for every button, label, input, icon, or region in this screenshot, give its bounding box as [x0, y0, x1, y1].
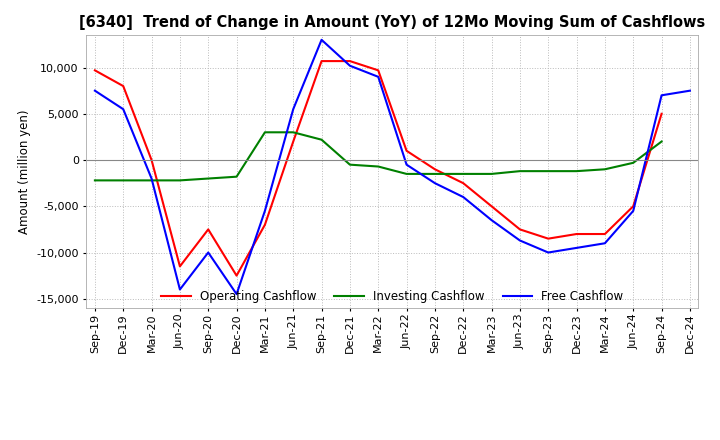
Free Cashflow	[657, 93, 666, 98]
Free Cashflow	[148, 176, 156, 181]
Investing Cashflow	[289, 130, 297, 135]
Investing Cashflow	[318, 137, 326, 142]
Free Cashflow	[91, 88, 99, 93]
Free Cashflow	[629, 208, 637, 213]
Operating Cashflow	[91, 68, 99, 73]
Y-axis label: Amount (million yen): Amount (million yen)	[18, 110, 31, 234]
Free Cashflow	[600, 241, 609, 246]
Free Cashflow	[346, 63, 354, 68]
Line: Investing Cashflow: Investing Cashflow	[95, 132, 662, 180]
Investing Cashflow	[459, 171, 467, 176]
Free Cashflow	[119, 106, 127, 112]
Free Cashflow	[204, 250, 212, 255]
Operating Cashflow	[318, 59, 326, 64]
Investing Cashflow	[346, 162, 354, 167]
Investing Cashflow	[374, 164, 382, 169]
Free Cashflow	[289, 106, 297, 112]
Line: Operating Cashflow: Operating Cashflow	[95, 61, 662, 275]
Operating Cashflow	[148, 158, 156, 163]
Operating Cashflow	[431, 167, 439, 172]
Free Cashflow	[544, 250, 552, 255]
Free Cashflow	[431, 180, 439, 186]
Investing Cashflow	[657, 139, 666, 144]
Investing Cashflow	[261, 130, 269, 135]
Investing Cashflow	[629, 160, 637, 165]
Operating Cashflow	[572, 231, 581, 237]
Investing Cashflow	[572, 169, 581, 174]
Operating Cashflow	[402, 148, 411, 154]
Free Cashflow	[233, 291, 241, 297]
Free Cashflow	[685, 88, 694, 93]
Investing Cashflow	[119, 178, 127, 183]
Operating Cashflow	[289, 139, 297, 144]
Operating Cashflow	[346, 59, 354, 64]
Investing Cashflow	[516, 169, 524, 174]
Operating Cashflow	[176, 264, 184, 269]
Investing Cashflow	[148, 178, 156, 183]
Operating Cashflow	[261, 222, 269, 227]
Operating Cashflow	[516, 227, 524, 232]
Legend: Operating Cashflow, Investing Cashflow, Free Cashflow: Operating Cashflow, Investing Cashflow, …	[156, 285, 629, 308]
Free Cashflow	[516, 238, 524, 243]
Operating Cashflow	[600, 231, 609, 237]
Operating Cashflow	[487, 204, 496, 209]
Operating Cashflow	[204, 227, 212, 232]
Operating Cashflow	[459, 180, 467, 186]
Operating Cashflow	[233, 273, 241, 278]
Free Cashflow	[487, 217, 496, 223]
Free Cashflow	[402, 162, 411, 167]
Investing Cashflow	[600, 167, 609, 172]
Title: [6340]  Trend of Change in Amount (YoY) of 12Mo Moving Sum of Cashflows: [6340] Trend of Change in Amount (YoY) o…	[79, 15, 706, 30]
Operating Cashflow	[544, 236, 552, 241]
Free Cashflow	[261, 208, 269, 213]
Investing Cashflow	[544, 169, 552, 174]
Investing Cashflow	[204, 176, 212, 181]
Investing Cashflow	[233, 174, 241, 180]
Free Cashflow	[318, 37, 326, 43]
Free Cashflow	[374, 74, 382, 80]
Investing Cashflow	[176, 178, 184, 183]
Free Cashflow	[176, 287, 184, 292]
Operating Cashflow	[657, 111, 666, 117]
Investing Cashflow	[431, 171, 439, 176]
Free Cashflow	[572, 245, 581, 250]
Investing Cashflow	[402, 171, 411, 176]
Line: Free Cashflow: Free Cashflow	[95, 40, 690, 294]
Investing Cashflow	[91, 178, 99, 183]
Free Cashflow	[459, 194, 467, 200]
Investing Cashflow	[487, 171, 496, 176]
Operating Cashflow	[119, 84, 127, 89]
Operating Cashflow	[629, 204, 637, 209]
Operating Cashflow	[374, 68, 382, 73]
